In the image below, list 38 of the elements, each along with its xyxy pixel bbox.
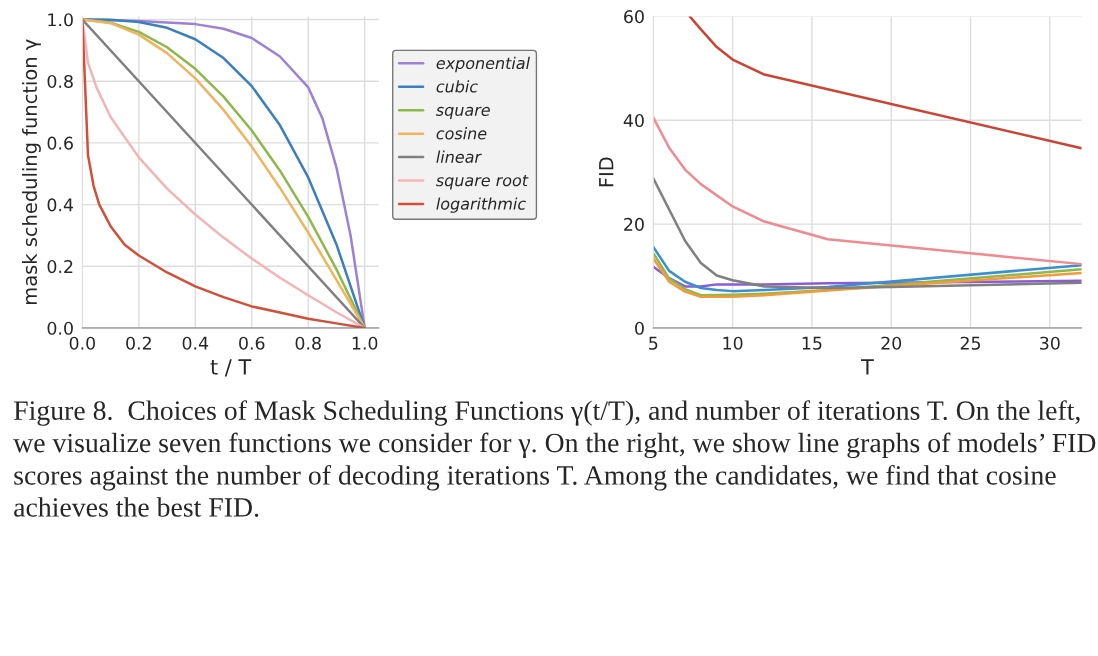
y-tick-label: 0 xyxy=(635,321,644,335)
x-tick-label: 15 xyxy=(802,336,822,350)
legend-label: exponential xyxy=(436,56,530,73)
line-series xyxy=(688,16,1082,150)
legend-label: cosine xyxy=(436,127,487,140)
x-tick-label: 20 xyxy=(881,336,902,350)
x-axis-title: T xyxy=(861,359,874,375)
legend-label: cubic xyxy=(436,80,478,93)
x-tick-label: 25 xyxy=(960,336,981,350)
legend-label: linear xyxy=(436,150,482,163)
caption: Figure 8. Choices of Mask Scheduling Functions γ(t/T), and number of iterations T. On the left, we visualize seven functions we consider for γ. On the right, we show line graphs of models’ FID scores against the number of decoding iterations T. Among the candidates, we find that cosine achieves the best FID. xyxy=(13,400,1096,517)
legend-label: square xyxy=(436,106,490,120)
x-axis-title: t / T xyxy=(210,359,252,377)
y-tick-label: 1.0 xyxy=(48,13,73,27)
y-tick-label: 0.0 xyxy=(47,321,73,335)
y-tick-label: 60 xyxy=(624,10,644,24)
x-tick-label: 1.0 xyxy=(352,336,378,350)
line-series xyxy=(653,177,1082,290)
y-tick-label: 0.6 xyxy=(47,136,73,150)
x-tick-label: 30 xyxy=(1040,336,1060,350)
y-tick-label: 0.8 xyxy=(47,74,73,89)
y-axis-title: FID xyxy=(599,157,614,187)
y-tick-label: 0.2 xyxy=(47,260,73,274)
x-tick-label: 5 xyxy=(649,336,658,350)
legend-label: square root xyxy=(436,174,529,190)
x-tick-label: 0.8 xyxy=(295,336,321,350)
y-tick-label: 40 xyxy=(623,113,644,128)
x-tick-label: 0.0 xyxy=(69,336,95,350)
x-tick-label: 0.6 xyxy=(239,336,265,350)
y-tick-label: 20 xyxy=(624,217,644,231)
x-tick-label: 0.2 xyxy=(126,336,151,350)
x-tick-label: 0.4 xyxy=(182,336,209,350)
x-tick-label: 10 xyxy=(723,336,743,350)
y-tick-label: 0.4 xyxy=(47,198,74,212)
y-axis-title: mask scheduling function γ xyxy=(22,39,41,304)
legend-label: logarithmic xyxy=(436,197,526,213)
line-series xyxy=(653,116,1082,266)
line-series xyxy=(653,245,1082,293)
